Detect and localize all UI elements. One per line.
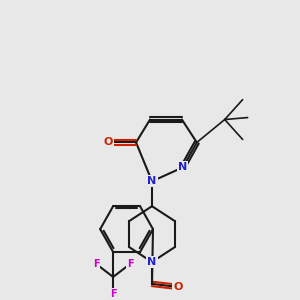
Text: F: F xyxy=(93,259,100,269)
Text: O: O xyxy=(103,137,113,148)
Text: F: F xyxy=(110,289,116,299)
Text: N: N xyxy=(147,257,157,267)
Text: F: F xyxy=(127,259,134,269)
Text: N: N xyxy=(178,162,188,172)
Text: O: O xyxy=(173,282,183,292)
Text: N: N xyxy=(147,176,157,186)
